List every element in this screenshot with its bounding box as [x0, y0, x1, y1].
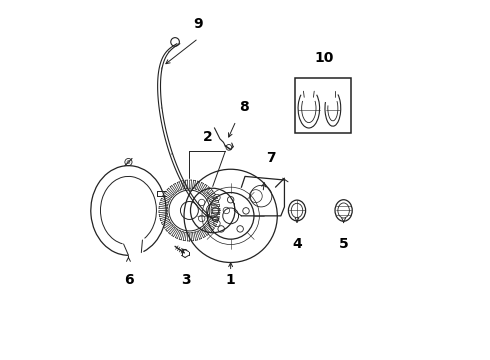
Text: 4: 4 — [292, 237, 302, 251]
Text: 10: 10 — [314, 51, 334, 65]
Text: 6: 6 — [123, 273, 133, 287]
Text: 9: 9 — [194, 17, 203, 31]
Text: 5: 5 — [339, 237, 348, 251]
Text: 3: 3 — [181, 273, 191, 287]
Text: 8: 8 — [240, 100, 249, 114]
Text: 1: 1 — [226, 273, 236, 287]
Bar — [295, 78, 351, 134]
Text: 7: 7 — [267, 152, 276, 166]
Text: 2: 2 — [202, 130, 212, 144]
